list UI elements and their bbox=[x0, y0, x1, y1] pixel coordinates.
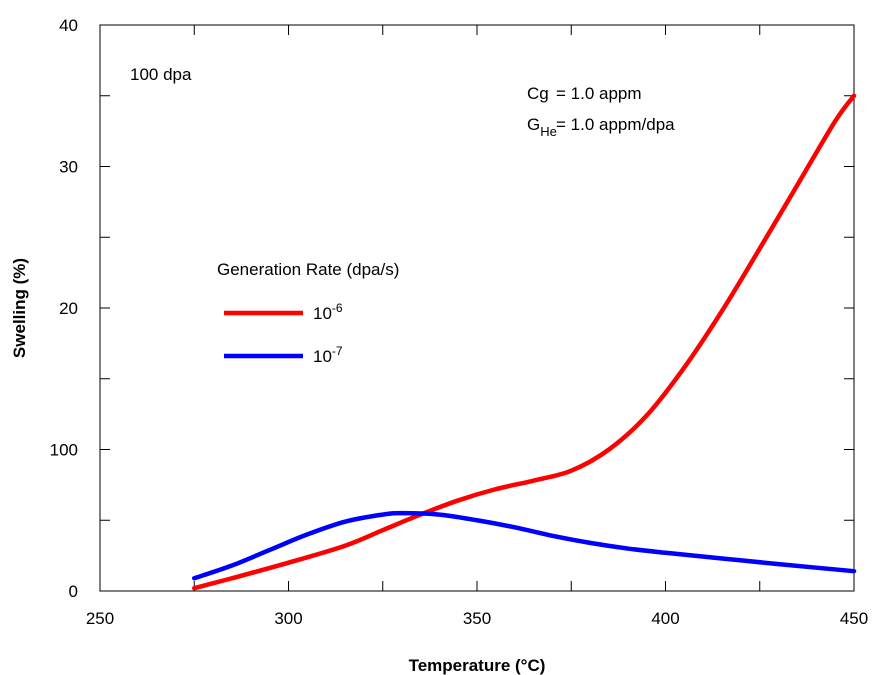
y-tick-label: 40 bbox=[59, 16, 78, 35]
dose-annotation: 100 dpa bbox=[130, 65, 192, 84]
legend-title: Generation Rate (dpa/s) bbox=[217, 260, 399, 279]
y-tick-label: 0 bbox=[69, 582, 78, 601]
axis-ticks bbox=[100, 25, 854, 591]
series-line-10-6 bbox=[192, 93, 857, 591]
y-tick-label: 20 bbox=[59, 299, 78, 318]
y-tick-label: 100 bbox=[50, 441, 78, 460]
legend: Generation Rate (dpa/s) 10-6 10-7 bbox=[217, 260, 399, 366]
cg-label: Cg bbox=[527, 84, 549, 103]
series-layer bbox=[192, 93, 857, 591]
legend-label-exponent: -7 bbox=[332, 344, 343, 358]
x-tick-label: 400 bbox=[651, 609, 679, 628]
ghe-letter: G bbox=[527, 115, 540, 134]
x-tick-labels: 250 300 350 400 450 bbox=[86, 609, 868, 628]
series-line-10-7 bbox=[192, 510, 857, 581]
legend-label-10-6: 10-6 bbox=[313, 301, 343, 323]
y-tick-labels: 0 100 20 30 40 bbox=[50, 16, 78, 601]
x-axis-label: Temperature (°C) bbox=[409, 656, 546, 675]
y-axis-label: Swelling (%) bbox=[10, 258, 29, 358]
y-tick-label: 30 bbox=[59, 158, 78, 177]
legend-label-10-7: 10-7 bbox=[313, 344, 343, 366]
ghe-subscript: He bbox=[540, 124, 557, 139]
x-tick-label: 300 bbox=[274, 609, 302, 628]
ghe-value: = 1.0 appm/dpa bbox=[556, 115, 675, 134]
legend-label-exponent: -6 bbox=[332, 301, 343, 315]
legend-label-base: 10 bbox=[313, 347, 332, 366]
x-tick-label: 350 bbox=[463, 609, 491, 628]
cg-value: = 1.0 appm bbox=[556, 84, 642, 103]
plot-frame bbox=[99, 24, 855, 592]
ghe-label: GHe bbox=[527, 115, 557, 139]
x-tick-label: 450 bbox=[840, 609, 868, 628]
x-tick-label: 250 bbox=[86, 609, 114, 628]
legend-label-base: 10 bbox=[313, 304, 332, 323]
